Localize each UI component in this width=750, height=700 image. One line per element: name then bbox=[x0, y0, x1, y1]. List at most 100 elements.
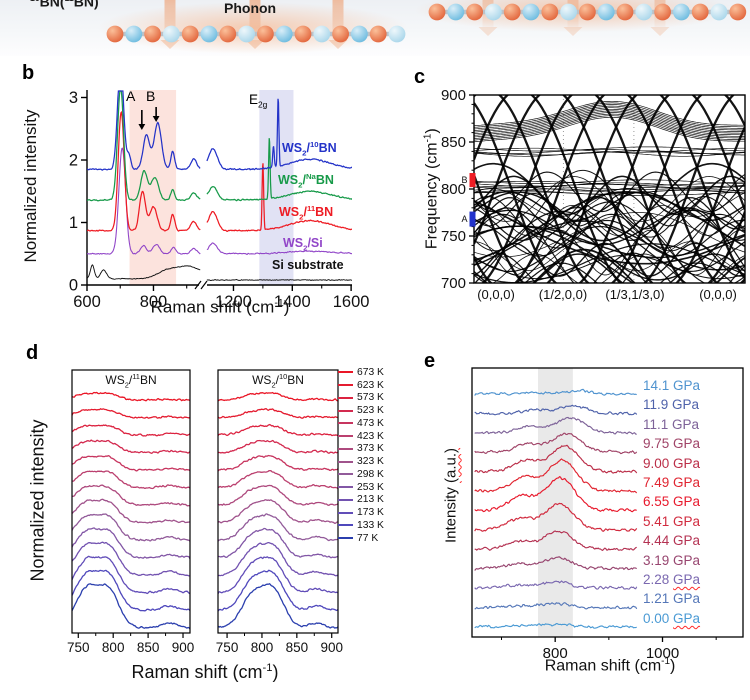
legend-item-573K: 573 K bbox=[338, 392, 433, 405]
phonon-label: Phonon bbox=[224, 0, 277, 16]
pressure-label-14.1: 14.1 GPa bbox=[643, 378, 700, 393]
legend-label: 213 K bbox=[357, 494, 384, 506]
temp-curves-0 bbox=[72, 391, 190, 630]
pressure-unit: GPa bbox=[673, 572, 701, 587]
svg-text:1400: 1400 bbox=[274, 293, 311, 311]
legend-item-523K: 523 K bbox=[338, 404, 433, 417]
svg-text:750: 750 bbox=[67, 640, 90, 655]
legend-label: 173 K bbox=[357, 507, 384, 519]
panel-label-d: d bbox=[26, 342, 39, 364]
legend-label: 523 K bbox=[357, 405, 384, 417]
legend-item-133K: 133 K bbox=[338, 519, 433, 532]
legend-item-673K: 673 K bbox=[338, 366, 433, 379]
svg-text:(1/2,0,0): (1/2,0,0) bbox=[539, 287, 587, 302]
pressure-label-2.28: 2.28 GPa bbox=[643, 572, 700, 587]
legend-item-77K: 77 K bbox=[338, 532, 433, 545]
legend-item-623K: 623 K bbox=[338, 379, 433, 392]
pressure-value: 1.21 bbox=[643, 591, 674, 607]
legend-item-373K: 373 K bbox=[338, 443, 433, 456]
pressure-value: 2.28 bbox=[643, 572, 674, 587]
isotope-label: 10BN(11BN) bbox=[30, 0, 99, 10]
temperature-legend: 673 K 623 K 573 K 523 K 473 K 423 K 373 K 323 K… bbox=[338, 366, 433, 545]
atom-chain bbox=[428, 3, 747, 21]
marker-a bbox=[469, 211, 476, 227]
panel-b-x-axis-label: Raman shift (cm-1) bbox=[150, 297, 290, 317]
pressure-label-6.55: 6.55 GPa bbox=[643, 494, 700, 509]
series-curve-4 bbox=[87, 264, 352, 282]
pressure-curve-4.44 bbox=[474, 530, 637, 552]
pressure-unit: GPa bbox=[673, 455, 701, 471]
legend-swatch bbox=[338, 473, 353, 476]
legend-swatch bbox=[338, 537, 353, 540]
pressure-value: 11.9 bbox=[643, 397, 673, 413]
phonon-arrow bbox=[160, 0, 180, 49]
legend-label: 673 K bbox=[357, 366, 384, 378]
legend-swatch bbox=[338, 460, 353, 463]
legend-swatch bbox=[338, 396, 353, 399]
pressure-unit: GPa bbox=[673, 610, 701, 626]
svg-text:A: A bbox=[461, 214, 467, 224]
pressure-label-11.1: 11.1 GPa bbox=[643, 417, 699, 432]
pressure-unit: GPa bbox=[673, 436, 701, 452]
pressure-curve-5.41 bbox=[474, 502, 638, 532]
phonon-arrow bbox=[328, 0, 348, 49]
panel-label-e: e bbox=[424, 350, 436, 372]
svg-text:1600: 1600 bbox=[333, 293, 370, 311]
svg-text:750: 750 bbox=[216, 640, 239, 655]
series-curve-0 bbox=[87, 90, 352, 171]
panel-c-phonon-dispersion-plot: 700 750 800 850 900 (0,0,0) (1/2,0,0) (1/3,1/3,… bbox=[441, 87, 746, 302]
phonon-bands bbox=[474, 95, 745, 283]
shaded-band bbox=[538, 368, 573, 637]
pressure-label-9.75: 9.75 GPa bbox=[643, 436, 700, 451]
series-label-ws2-nabn: WS2/NaBN bbox=[278, 172, 334, 190]
legend-swatch bbox=[338, 384, 353, 387]
panel-b-plot: 0 1 2 3 600 800 1200 1400 1600 bbox=[69, 89, 370, 311]
panel-e-pressure-spectra-plot: 800 1000 bbox=[471, 367, 744, 662]
svg-text:800: 800 bbox=[102, 640, 125, 655]
legend-label: 623 K bbox=[357, 379, 384, 391]
pressure-curve-2.28 bbox=[474, 580, 638, 590]
svg-text:1200: 1200 bbox=[215, 293, 252, 311]
series-label-si-substrate: Si substrate bbox=[272, 258, 344, 272]
legend-item-473K: 473 K bbox=[338, 417, 433, 430]
phonon-arrow bbox=[245, 0, 265, 49]
series-curve-2 bbox=[87, 110, 352, 233]
pressure-unit: GPa bbox=[673, 494, 701, 510]
svg-text:(0,0,0): (0,0,0) bbox=[699, 287, 737, 302]
legend-label: 573 K bbox=[357, 392, 384, 404]
pressure-value: 3.19 bbox=[643, 552, 674, 568]
marker-b bbox=[469, 173, 476, 188]
svg-text:800: 800 bbox=[543, 645, 568, 662]
legend-item-253K: 253 K bbox=[338, 481, 433, 494]
panel-e-x-axis-label: Raman shift (cm-1) bbox=[544, 656, 676, 675]
pressure-value: 7.49 bbox=[643, 475, 674, 490]
pressure-unit: GPa bbox=[673, 513, 701, 529]
pressure-value: 11.1 bbox=[643, 416, 673, 432]
legend-label: 253 K bbox=[357, 481, 384, 493]
annotation-peak-b: B bbox=[146, 88, 156, 104]
pressure-curve-9.00 bbox=[474, 444, 638, 474]
pressure-value: 5.41 bbox=[643, 513, 674, 529]
pressure-value: 14.1 bbox=[643, 378, 674, 393]
phonon-schematic-graphic bbox=[98, 0, 747, 54]
pressure-curve-7.49 bbox=[474, 458, 638, 494]
panel-d-temperature-spectra-plot: 750 800 850 900 750 800 850 900 bbox=[67, 369, 343, 655]
legend-label: 77 K bbox=[357, 532, 379, 544]
pressure-unit: GPa bbox=[672, 397, 700, 413]
svg-text:800: 800 bbox=[251, 640, 274, 655]
panel-b-y-axis-label: Normalized intensity bbox=[21, 109, 40, 263]
pressure-curve-9.75 bbox=[474, 432, 638, 455]
legend-label: 323 K bbox=[357, 456, 384, 468]
pressure-unit: GPa bbox=[673, 378, 701, 393]
pressure-label-5.41: 5.41 GPa bbox=[643, 514, 700, 529]
pressure-unit: GPa bbox=[672, 416, 700, 432]
pressure-value: 0.00 bbox=[643, 610, 674, 626]
pressure-label-3.19: 3.19 GPa bbox=[643, 553, 700, 568]
pressure-label-4.44: 4.44 GPa bbox=[643, 533, 700, 548]
pressure-label-1.21: 1.21 GPa bbox=[643, 591, 700, 606]
series-label-ws2-si: WS2/Si bbox=[283, 236, 323, 253]
svg-text:B: B bbox=[461, 175, 467, 185]
svg-text:600: 600 bbox=[73, 293, 101, 311]
svg-text:3: 3 bbox=[69, 89, 78, 107]
